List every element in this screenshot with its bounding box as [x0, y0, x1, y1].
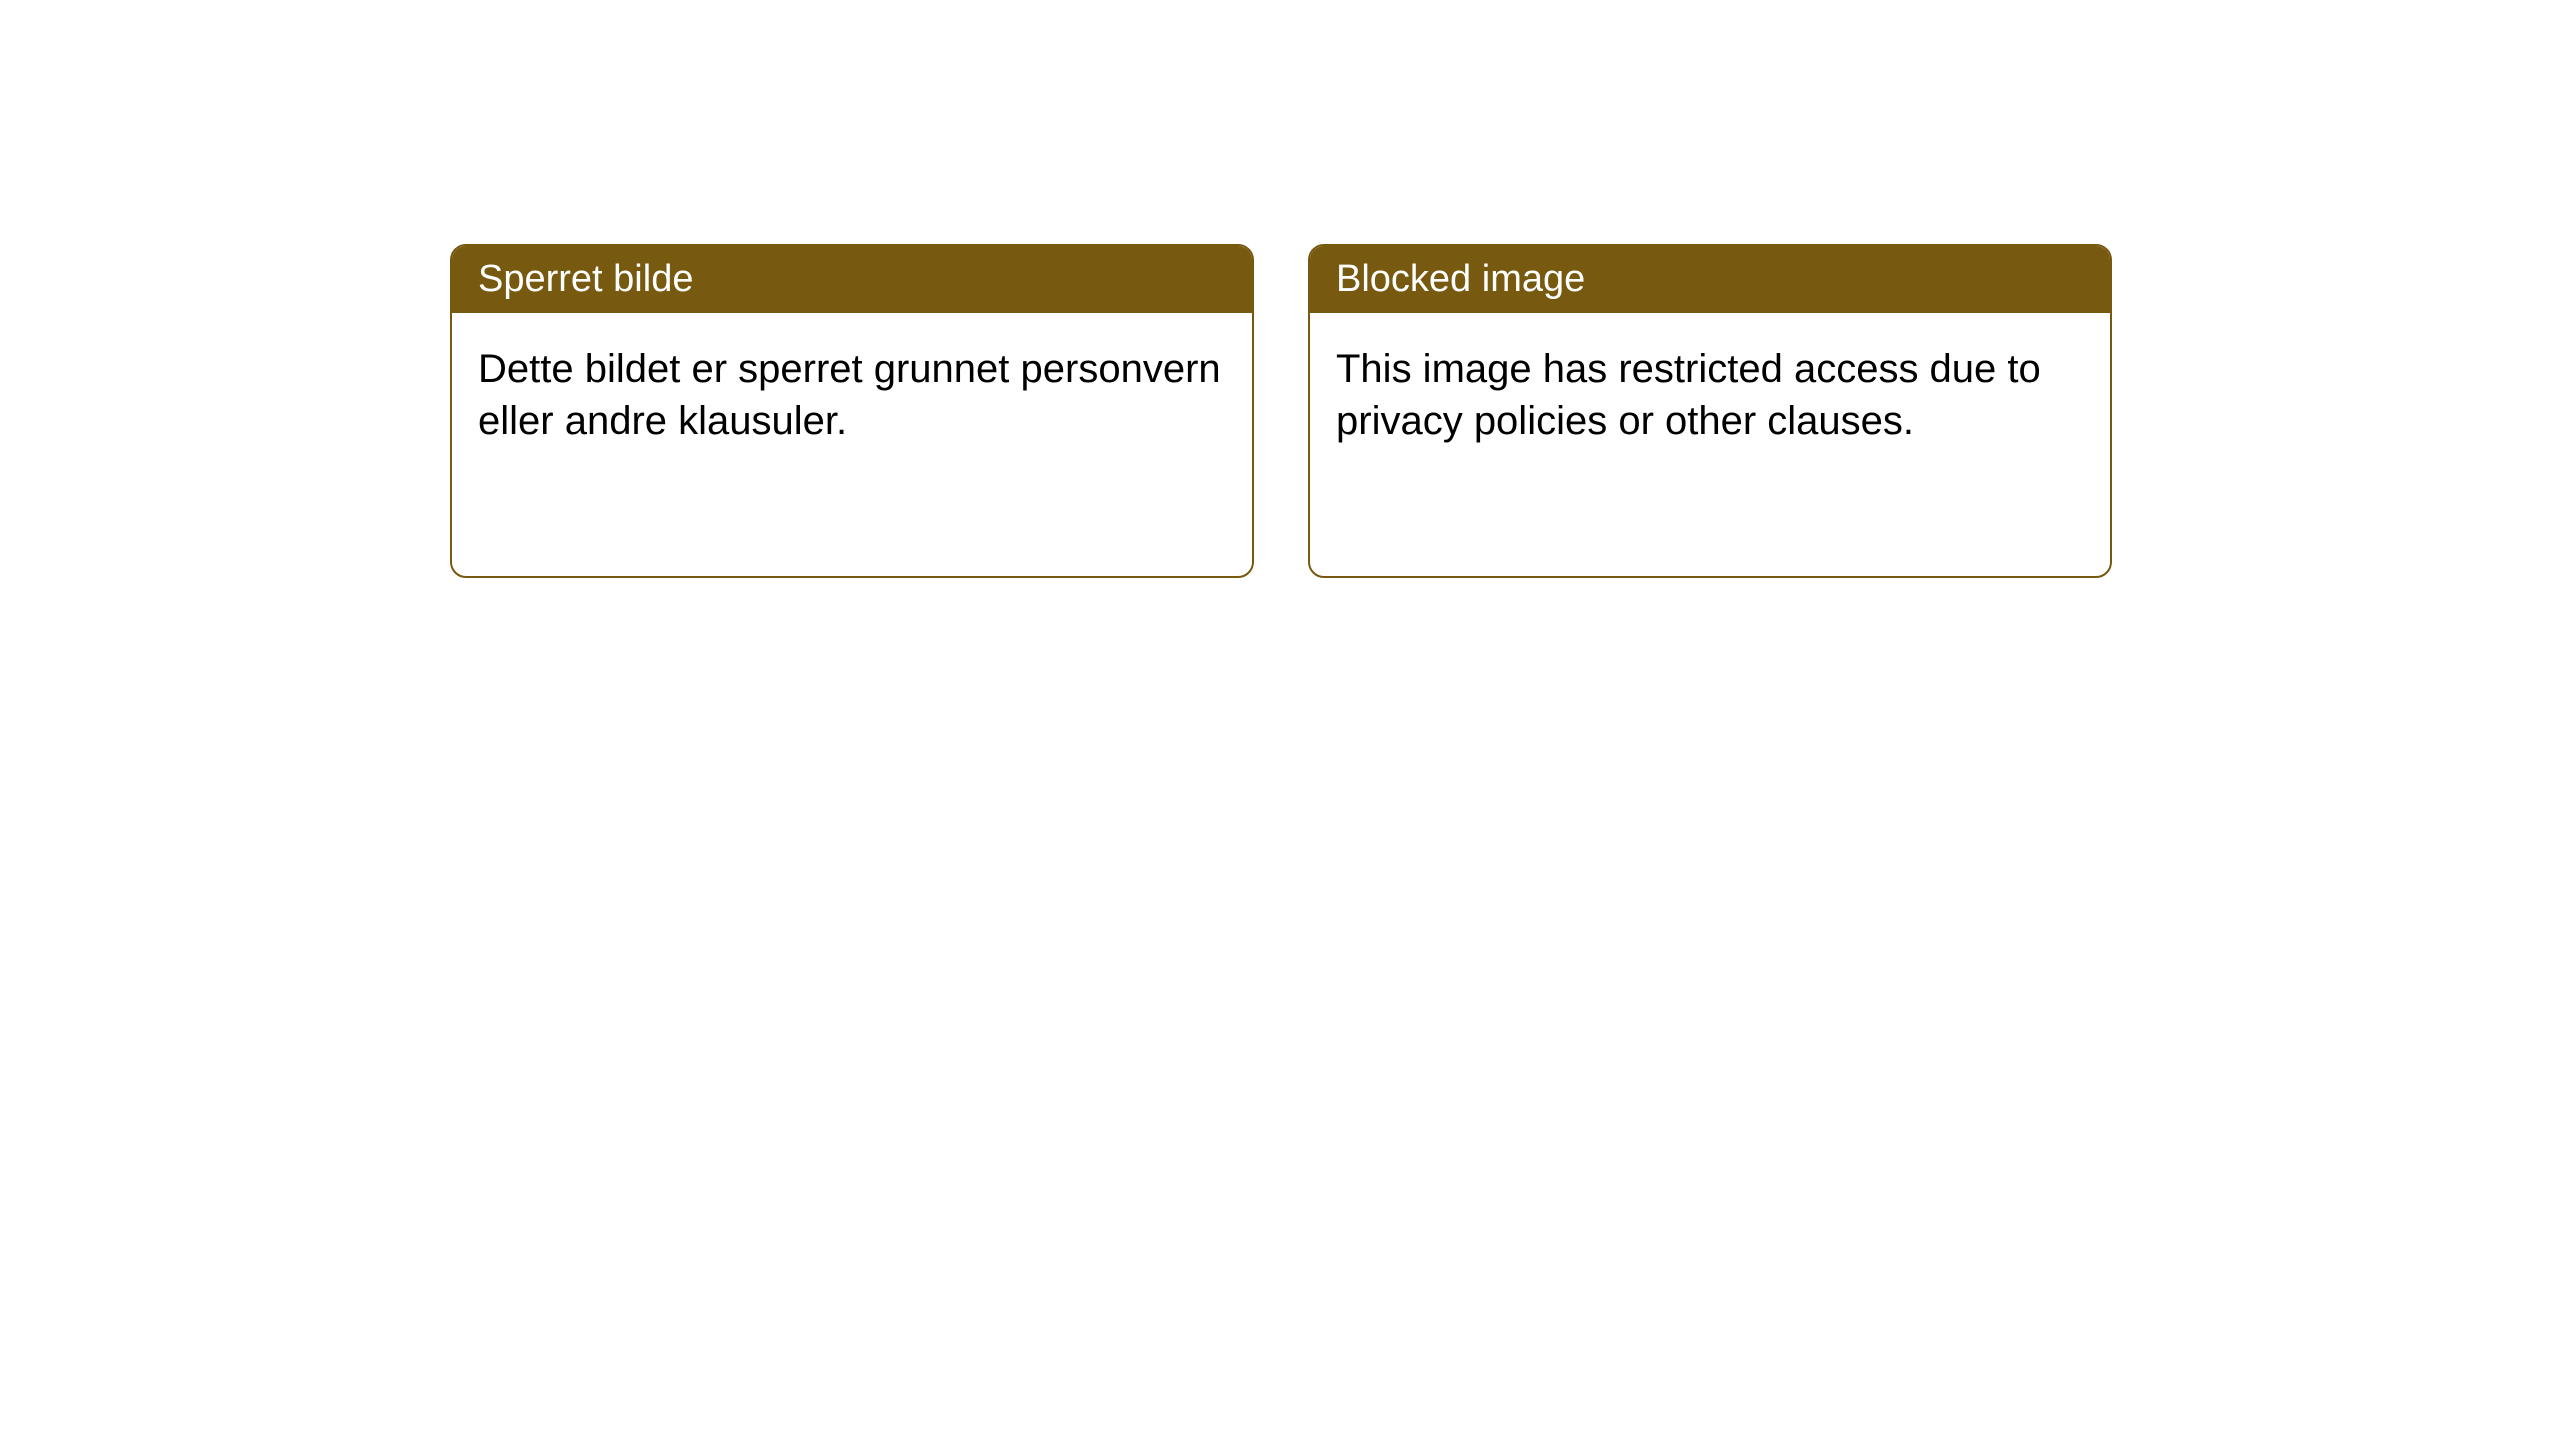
- card-body: This image has restricted access due to …: [1310, 313, 2110, 477]
- blocked-image-card-english: Blocked image This image has restricted …: [1308, 244, 2112, 578]
- card-header: Blocked image: [1310, 246, 2110, 313]
- card-header: Sperret bilde: [452, 246, 1252, 313]
- blocked-image-notices: Sperret bilde Dette bildet er sperret gr…: [450, 244, 2112, 578]
- blocked-image-card-norwegian: Sperret bilde Dette bildet er sperret gr…: [450, 244, 1254, 578]
- card-body-text: Dette bildet er sperret grunnet personve…: [478, 347, 1221, 443]
- card-header-text: Sperret bilde: [478, 258, 693, 300]
- card-header-text: Blocked image: [1336, 258, 1585, 300]
- card-body-text: This image has restricted access due to …: [1336, 347, 2041, 443]
- card-body: Dette bildet er sperret grunnet personve…: [452, 313, 1252, 477]
